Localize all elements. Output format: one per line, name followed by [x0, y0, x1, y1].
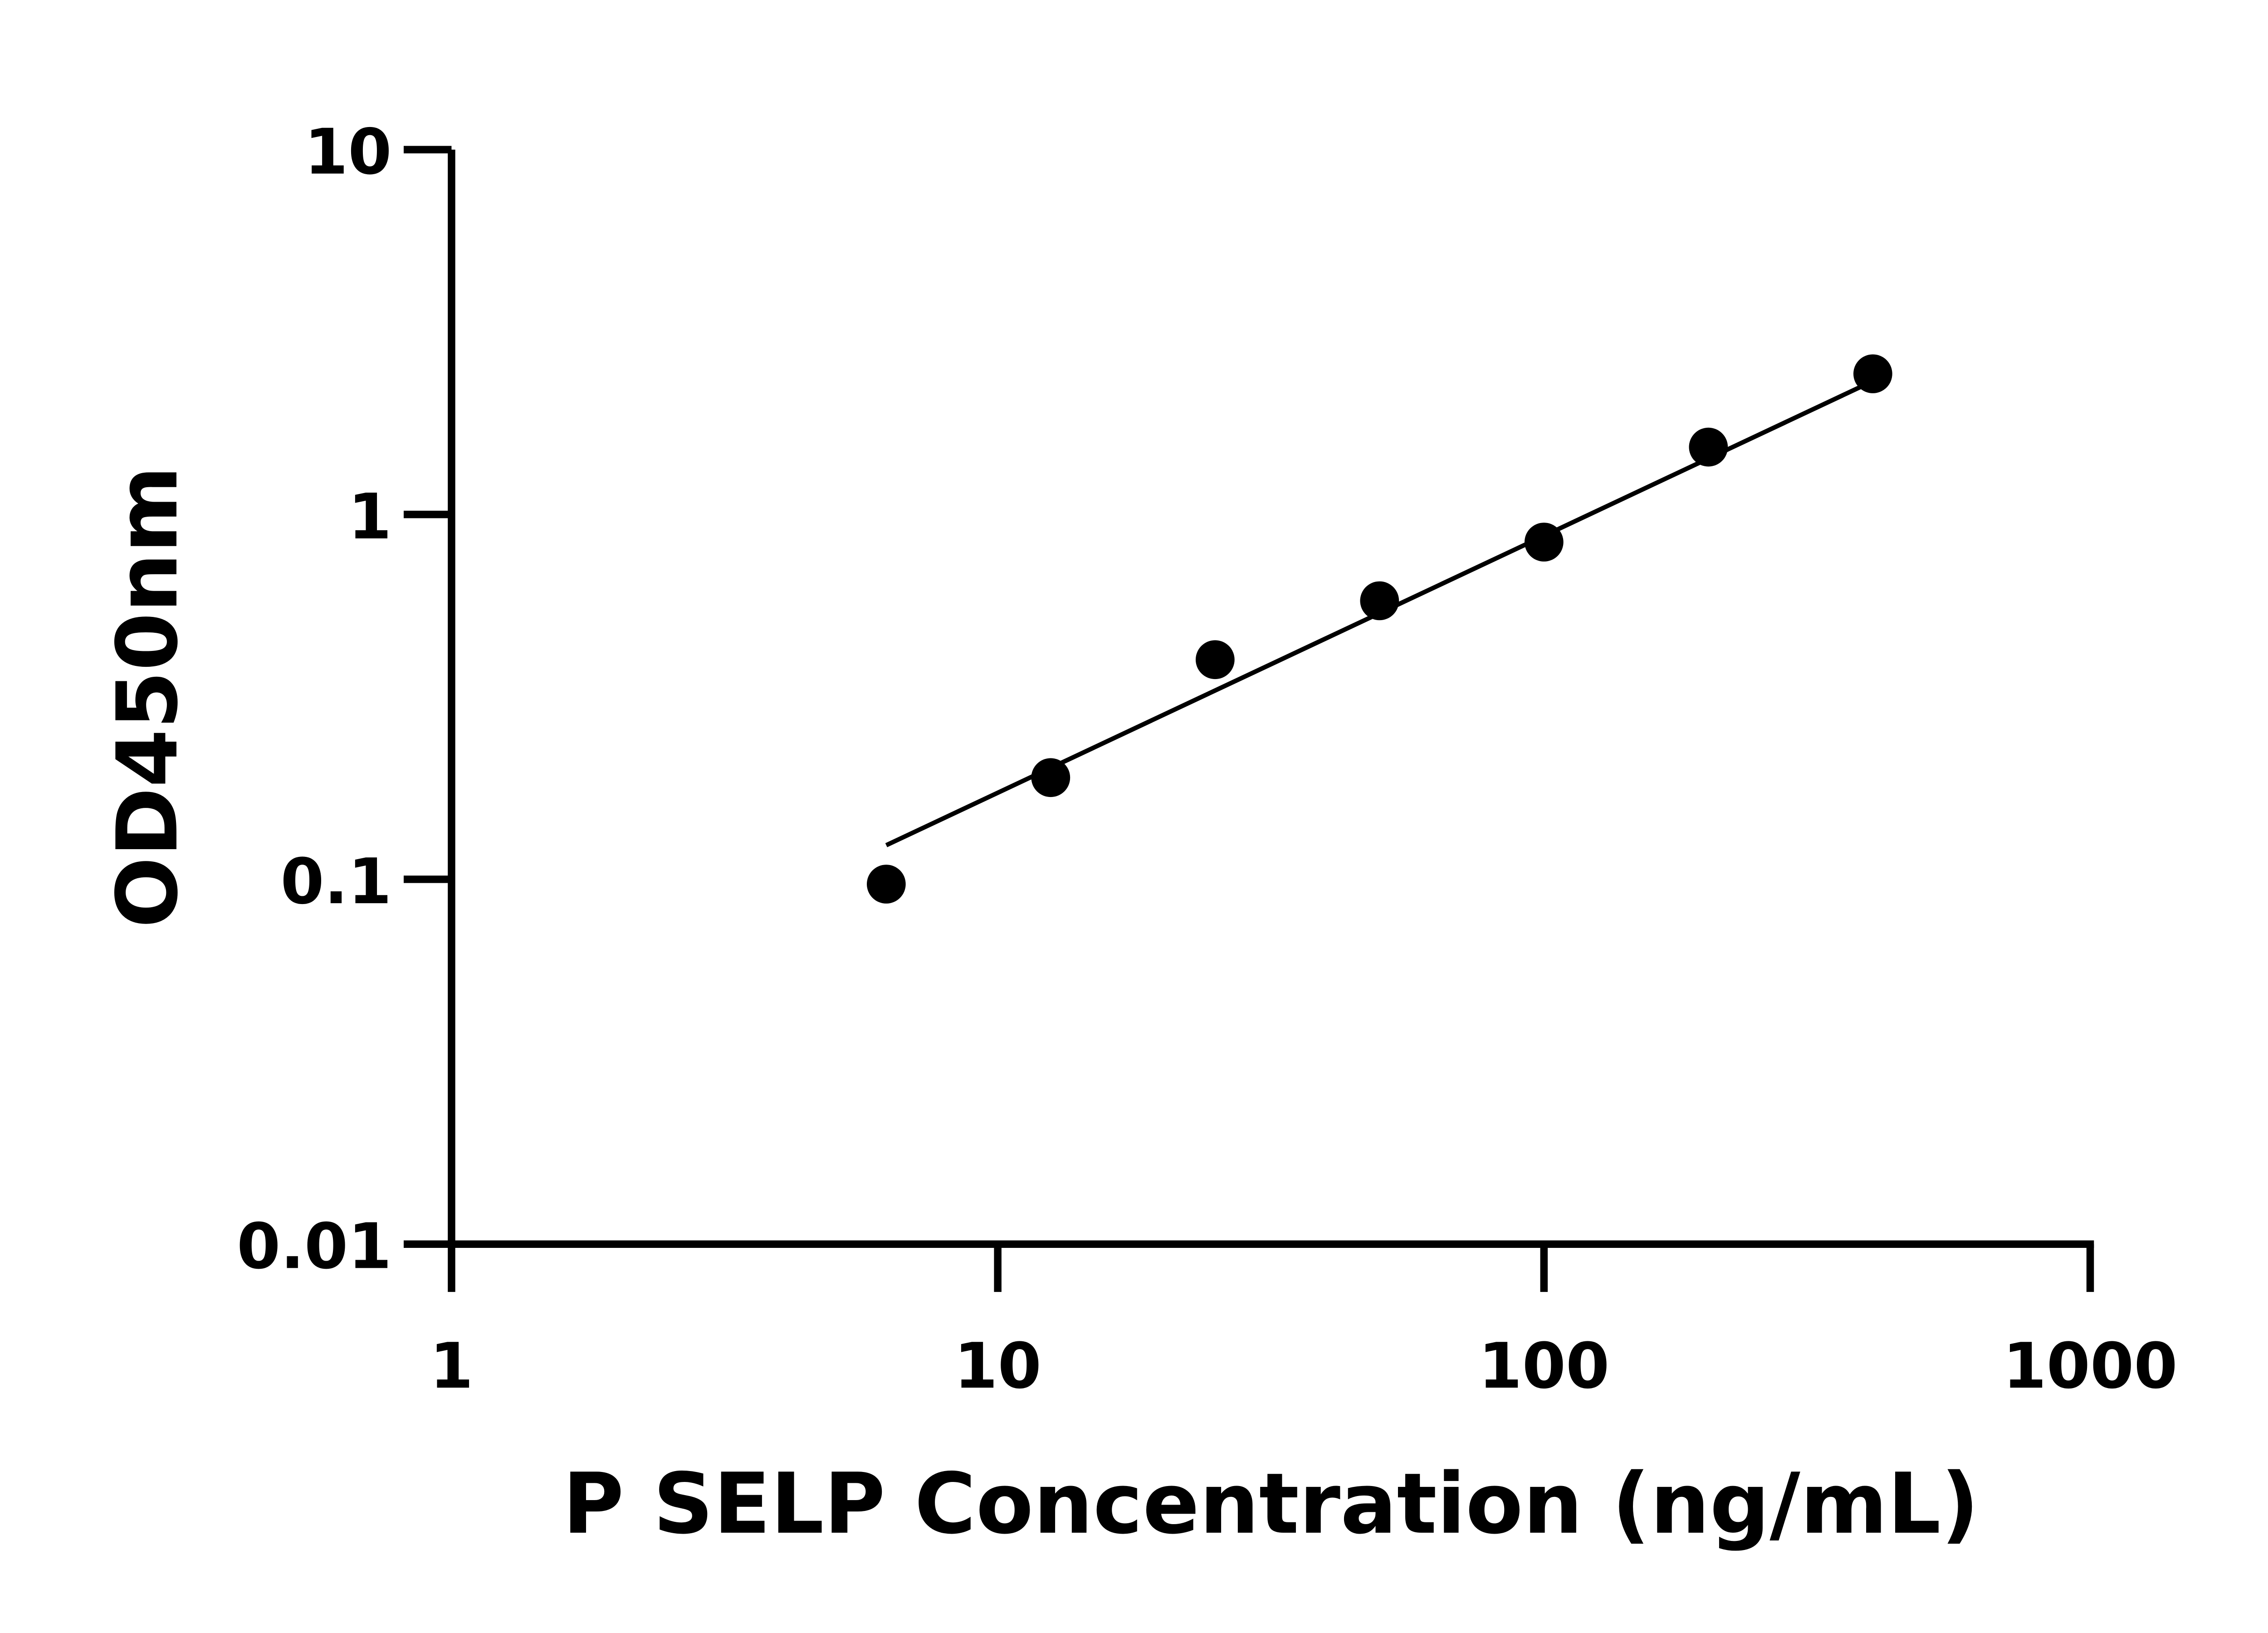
data-point: [1524, 523, 1564, 562]
axes: [448, 149, 2094, 1248]
data-point: [1689, 427, 1728, 467]
ticks: 1 10 100 1000 0.01 0.1 1 10: [237, 116, 2178, 1403]
x-tick-label: 1000: [2003, 1330, 2177, 1403]
y-axis-label: OD450nm: [99, 466, 196, 928]
data-point: [1195, 640, 1235, 680]
x-tick-label: 1: [430, 1330, 473, 1403]
data-points: [866, 354, 1892, 904]
y-tick-label: 10: [304, 116, 392, 189]
data-point: [1360, 581, 1399, 621]
x-tick-label: 10: [954, 1330, 1041, 1403]
x-tick-label: 100: [1478, 1330, 1609, 1403]
data-point: [866, 865, 906, 904]
y-tick-label: 1: [348, 480, 391, 553]
y-tick-label: 0.1: [280, 845, 391, 918]
x-axis-label: P SELP Concentration (ng/mL): [562, 1455, 1979, 1553]
data-point: [1031, 758, 1070, 797]
y-tick-label: 0.01: [237, 1210, 392, 1283]
data-point: [1853, 354, 1892, 393]
